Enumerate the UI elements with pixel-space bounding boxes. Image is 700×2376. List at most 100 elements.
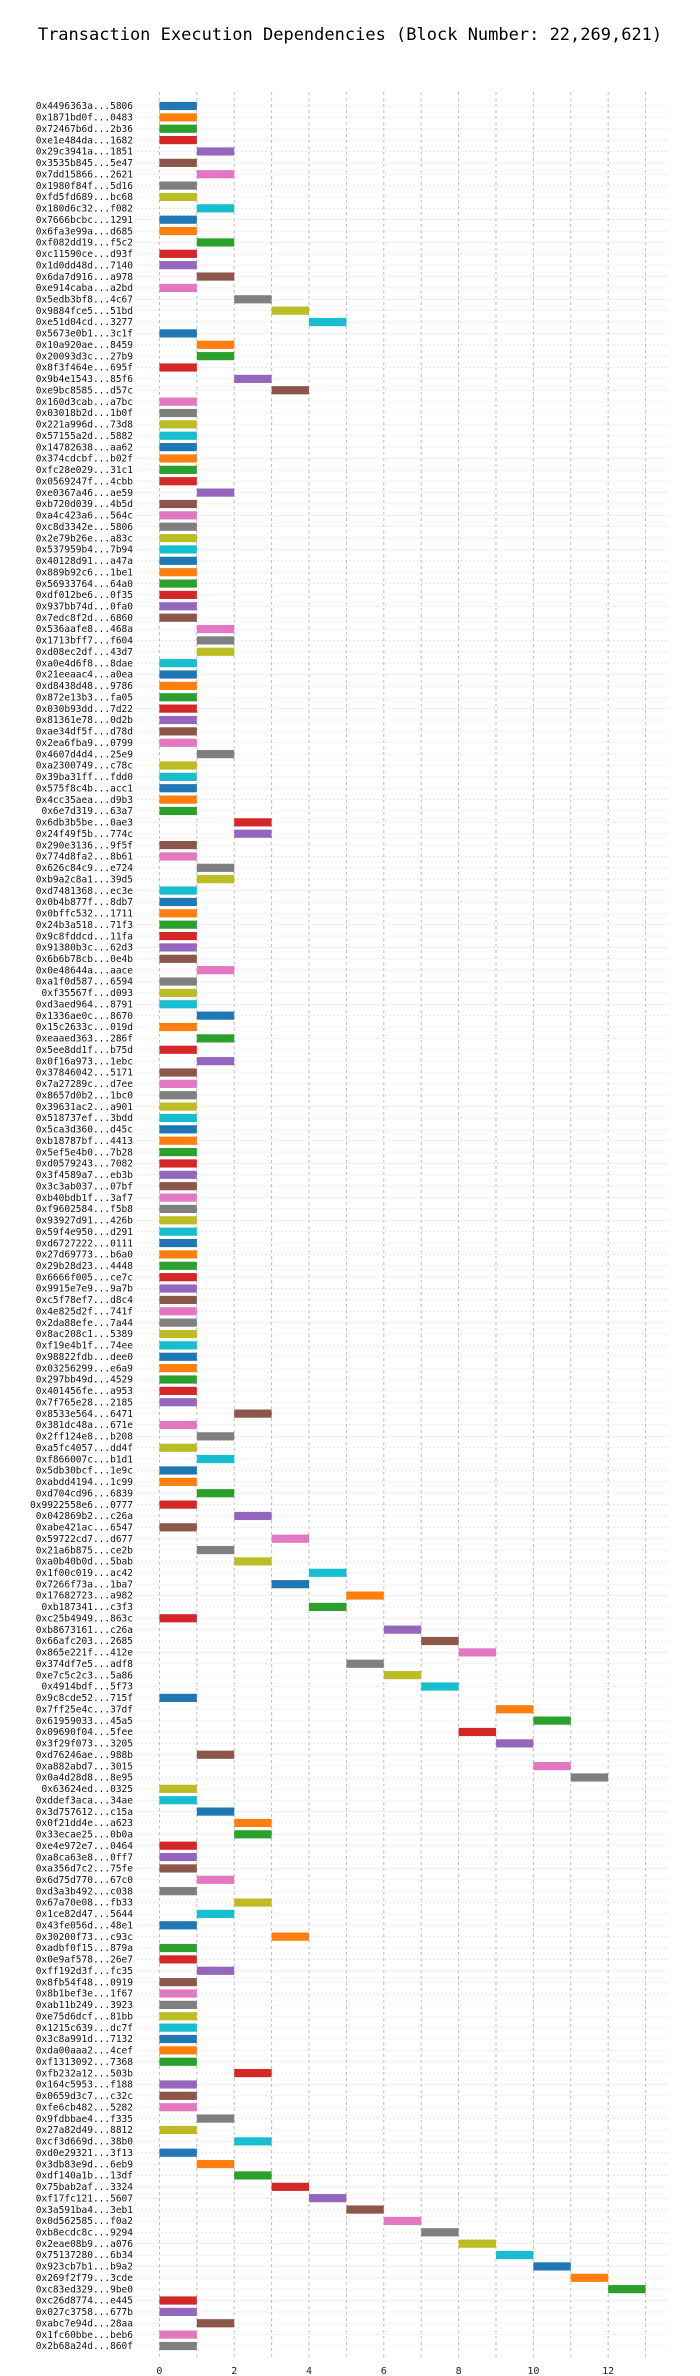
tx-hash-label: 0x0e48644a...aace: [36, 965, 134, 976]
execution-bar: [234, 818, 272, 827]
execution-bar: [234, 1898, 272, 1907]
execution-bar: [196, 1057, 235, 1066]
tx-hash-label: 0x39ba31ff...fdd0: [36, 772, 134, 783]
execution-bar: [346, 2205, 384, 2214]
execution-bar: [159, 2091, 197, 2100]
execution-bar: [159, 2046, 197, 2055]
tx-hash-label: 0xabe421ac...6547: [36, 1523, 133, 1534]
execution-bar: [196, 624, 235, 634]
tx-hash-label: 0x7666bcbc...1291: [36, 215, 134, 226]
tx-hash-label: 0x872e13b3...fa05: [36, 692, 133, 703]
execution-bar: [196, 238, 235, 247]
tx-hash-label: 0x93927d91...426b: [36, 1216, 134, 1227]
execution-bar: [234, 2171, 272, 2180]
execution-bar: [159, 886, 197, 895]
execution-bar: [234, 829, 272, 838]
execution-bar: [159, 1989, 197, 1998]
execution-bar: [196, 1545, 235, 1555]
execution-bar: [159, 215, 197, 224]
tx-hash-label: 0xb8ecdc8c...9294: [36, 2227, 134, 2238]
execution-bar: [159, 761, 197, 770]
tx-hash-label: 0x09690f04...5fee: [36, 1727, 134, 1738]
execution-bar: [159, 1079, 197, 1088]
tx-hash-label: 0xadbf0f15...879a: [36, 1943, 133, 1954]
tx-hash-label: 0x0a4d28d8...8e95: [36, 1773, 133, 1784]
execution-bar: [159, 1295, 197, 1305]
tx-hash-label: 0xabc7e94d...28aa: [36, 2318, 133, 2329]
y-tick-labels: 0x4496363a...58060x1871bd0f...04830x7246…: [30, 101, 133, 2352]
execution-bar: [159, 158, 197, 167]
tx-hash-label: 0x9b4e1543...85f6: [36, 374, 134, 385]
tx-hash-label: 0x72467b6d...2b36: [36, 124, 134, 135]
tx-hash-label: 0x20093d3c...27b9: [36, 351, 134, 362]
tx-hash-label: 0xf9602584...f5b8: [36, 1204, 134, 1215]
tx-hash-label: 0x59722cd7...d677: [36, 1534, 133, 1545]
execution-bar: [159, 693, 197, 702]
tx-hash-label: 0x536aafe8...468a: [36, 624, 133, 635]
execution-bar: [196, 170, 235, 179]
tx-hash-label: 0x5edb3bf8...4c67: [36, 294, 133, 305]
tx-hash-label: 0x923cb7b1...b9a2: [36, 2262, 133, 2273]
tx-hash-label: 0x3a591ba4...3eb1: [36, 2205, 134, 2216]
tx-hash-label: 0x1336ae0c...8670: [36, 1011, 134, 1022]
tx-hash-label: 0xa356d7c2...75fe: [36, 1864, 134, 1875]
tx-hash-label: 0xfb232a12...503b: [36, 2068, 134, 2079]
tx-hash-label: 0xa0b40b0d...5bab: [36, 1557, 134, 1568]
tx-hash-label: 0xd704cd96...6839: [36, 1488, 134, 1499]
execution-bar: [495, 1739, 534, 1748]
execution-bar: [421, 2228, 459, 2237]
tx-hash-label: 0x98822fdb...dee0: [36, 1352, 134, 1363]
tx-hash-label: 0x865e221f...412e: [36, 1648, 134, 1659]
execution-bar: [159, 1022, 197, 1032]
tx-hash-label: 0x0569247f...4cbb: [36, 476, 134, 487]
execution-bar: [159, 909, 197, 918]
tx-hash-label: 0x889b92c6...1be1: [36, 567, 134, 578]
tx-hash-label: 0xb9a2c8a1...39d5: [36, 874, 133, 885]
tx-hash-label: 0xf19e4b1f...74ee: [36, 1341, 134, 1352]
execution-bar: [196, 147, 235, 156]
execution-bar: [159, 579, 197, 588]
tx-hash-label: 0x40128d91...a47a: [36, 556, 133, 567]
tx-hash-label: 0x6e7d319...63a7: [41, 806, 133, 817]
execution-bar: [159, 988, 197, 997]
tx-hash-label: 0xa4c423a6...564c: [36, 511, 133, 522]
execution-bar: [196, 1455, 235, 1464]
execution-bar: [159, 1113, 197, 1123]
tx-hash-label: 0xb720d039...4b5d: [36, 499, 133, 510]
execution-bar: [383, 2216, 422, 2226]
tx-hash-label: 0x67a70e08...fb33: [36, 1898, 133, 1909]
tx-hash-label: 0xc26d8774...e445: [36, 2296, 133, 2307]
execution-bar: [159, 977, 197, 986]
execution-bar: [196, 2114, 235, 2123]
tx-hash-label: 0xff192d3f...fc35: [36, 1966, 133, 1977]
execution-bar: [309, 2194, 347, 2203]
tx-hash-label: 0x3535b845...5e47: [36, 158, 133, 169]
execution-bar: [159, 431, 197, 440]
execution-bar: [159, 1477, 197, 1486]
tx-hash-label: 0x0e9af578...26e7: [36, 1955, 133, 1966]
execution-bar: [458, 1727, 496, 1737]
execution-bar: [196, 1875, 235, 1884]
execution-bar: [533, 1762, 571, 1771]
tx-hash-label: 0x1871bd0f...0483: [36, 113, 133, 124]
tx-hash-label: 0xd0579243...7082: [36, 1159, 133, 1170]
tx-hash-label: 0x63624ed...0325: [41, 1784, 133, 1795]
tx-hash-label: 0xe914caba...a2bd: [36, 283, 133, 294]
execution-bar: [159, 670, 197, 679]
execution-bar: [159, 1978, 197, 1987]
tx-hash-label: 0x160d3cab...a7bc: [36, 397, 133, 408]
execution-bar: [159, 1250, 197, 1259]
tx-hash-label: 0x39631ac2...a901: [36, 1102, 134, 1113]
execution-bar: [196, 647, 235, 656]
tx-hash-label: 0x59f4e950...d291: [36, 1227, 134, 1238]
execution-bar: [383, 1671, 422, 1680]
tx-hash-label: 0xd3a3b492...c038: [36, 1886, 134, 1897]
execution-bar: [159, 1102, 197, 1111]
execution-bar: [159, 806, 197, 816]
tx-hash-label: 0x4914bdf...5f73: [41, 1682, 133, 1693]
tx-hash-label: 0xa5fc4057...dd4f: [36, 1443, 133, 1454]
tx-hash-label: 0xd8438d48...9786: [36, 681, 134, 692]
tx-hash-label: 0x1980f84f...5d16: [36, 181, 134, 192]
execution-bar: [196, 1011, 235, 1020]
